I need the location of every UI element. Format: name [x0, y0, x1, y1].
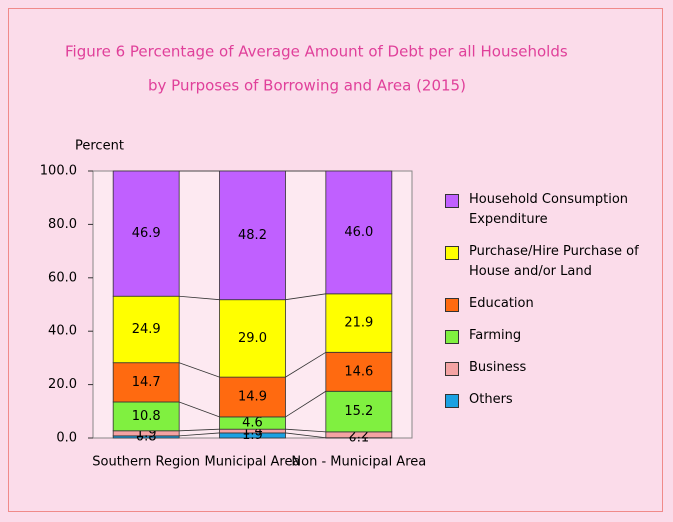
data-label: 10.8: [132, 409, 161, 424]
y-tick-label: 40.0: [48, 324, 77, 339]
data-label: 14.7: [132, 375, 161, 390]
legend-label: Others: [469, 392, 513, 407]
data-label: 14.9: [238, 390, 267, 405]
legend-swatch: [445, 194, 459, 208]
connector: [179, 295, 220, 301]
data-label: 46.0: [344, 225, 373, 240]
bar-segment: [112, 170, 180, 297]
bar-segment: [219, 376, 286, 418]
legend-item: Business: [445, 358, 665, 378]
y-axis-label: Percent: [75, 139, 124, 154]
legend-label: Household Consumption Expenditure: [469, 192, 629, 227]
legend-label: Purchase/Hire Purchase of House and/or L…: [469, 244, 639, 279]
bar-segment: [219, 299, 286, 378]
connector: [179, 428, 220, 432]
legend-item: Farming: [445, 326, 665, 346]
legend-item: Household Consumption Expenditure: [445, 190, 665, 230]
y-tick-label: 100.0: [40, 164, 77, 179]
legend-item: Education: [445, 294, 665, 314]
bar-segment: [325, 351, 393, 392]
legend-item: Others: [445, 390, 665, 410]
data-label: 21.9: [344, 316, 373, 331]
bar-segment: [325, 293, 393, 353]
connector: [285, 293, 326, 301]
y-tick-label: 60.0: [48, 270, 77, 285]
connector: [179, 401, 220, 418]
connector: [285, 390, 327, 418]
data-label: 29.0: [238, 331, 267, 346]
bar-segment: [325, 170, 393, 295]
legend-label: Farming: [469, 328, 522, 343]
data-label: 24.9: [132, 322, 161, 337]
y-tick-label: 0.0: [56, 431, 77, 446]
x-tick-label: Southern Region: [92, 455, 200, 470]
bar-segment: [325, 390, 393, 433]
legend-swatch: [445, 330, 459, 344]
data-label: 48.2: [238, 228, 267, 243]
chart-title: Figure 6 Percentage of Average Amount of…: [65, 43, 568, 61]
legend-label: Business: [469, 360, 527, 375]
data-label: 14.6: [344, 364, 373, 379]
x-tick-label: Municipal Area: [205, 455, 301, 470]
data-label: 46.9: [132, 226, 161, 241]
connector: [285, 351, 327, 378]
frame: [8, 8, 663, 512]
legend: Household Consumption Expenditure Purchas…: [445, 190, 665, 422]
legend-swatch: [445, 394, 459, 408]
bar-segment: [112, 295, 180, 364]
legend-item: Purchase/Hire Purchase of House and/or L…: [445, 242, 665, 282]
connector: [285, 428, 326, 433]
y-tick-label: 20.0: [48, 377, 77, 392]
chart-title: by Purposes of Borrowing and Area (2015): [148, 77, 466, 95]
data-label: 15.2: [344, 404, 373, 419]
legend-swatch: [445, 298, 459, 312]
y-tick-label: 80.0: [48, 217, 77, 232]
legend-swatch: [445, 246, 459, 260]
connector: [179, 362, 220, 378]
x-tick-label: Non - Municipal Area: [291, 455, 426, 470]
legend-swatch: [445, 362, 459, 376]
connector: [285, 432, 326, 439]
connector: [179, 432, 220, 437]
data-label: 4.6: [242, 416, 263, 431]
bar-segment: [219, 170, 286, 301]
legend-label: Education: [469, 296, 534, 311]
